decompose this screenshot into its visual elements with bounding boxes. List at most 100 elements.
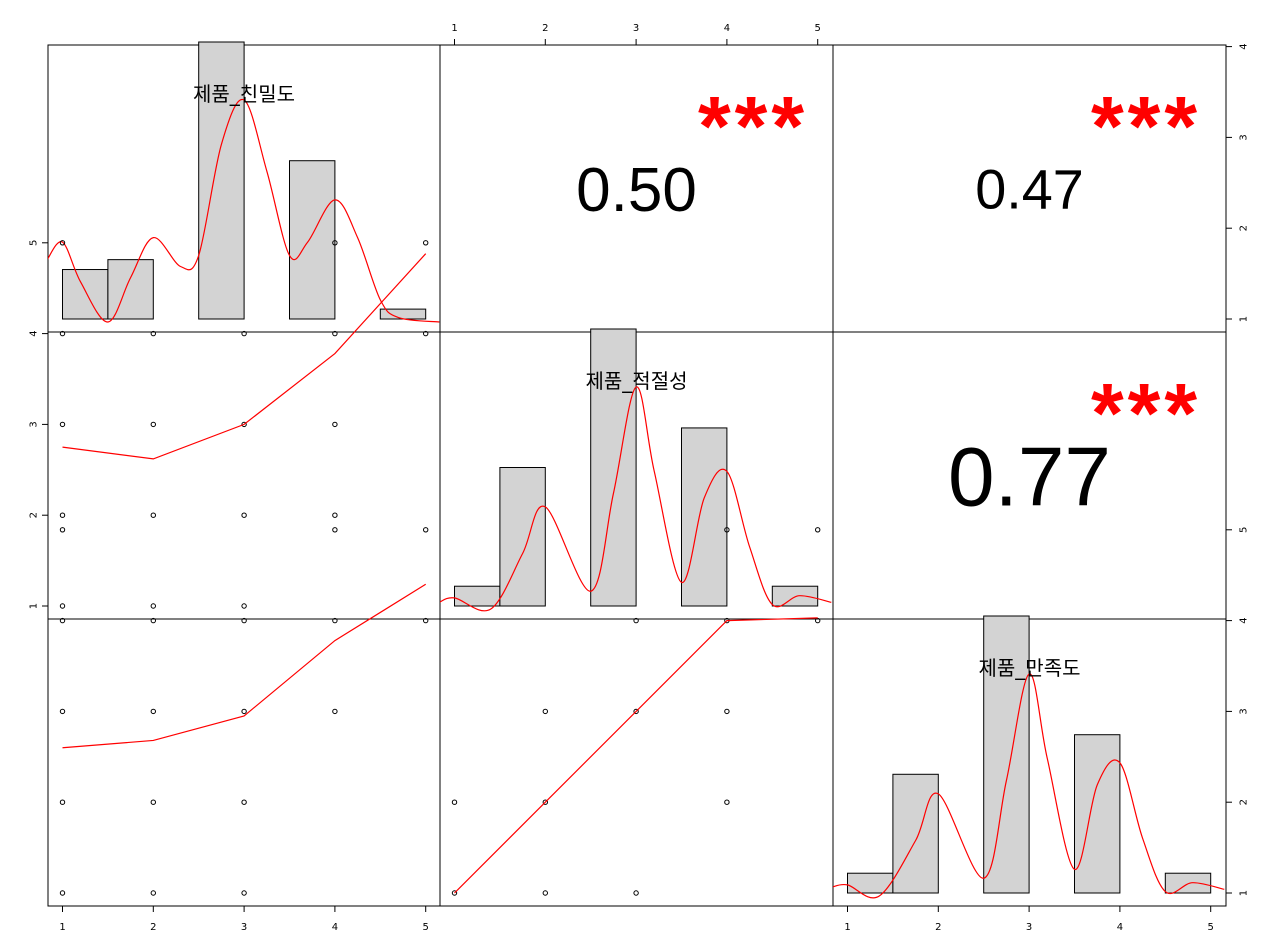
histogram-bar bbox=[107, 259, 154, 320]
y-tick-label: 2 bbox=[1239, 225, 1250, 231]
y-tick-label: 1 bbox=[1239, 316, 1250, 322]
x-axis-bottom-2: 1 2 3 4 5 bbox=[844, 906, 1214, 933]
x-tick-label: 4 bbox=[1117, 922, 1123, 933]
correlation-panel-1-2: 0.77*** bbox=[948, 366, 1201, 524]
x-axis-top-1: 1 2 3 4 5 bbox=[451, 23, 821, 45]
significance-stars: *** bbox=[1091, 366, 1201, 460]
scatter-point bbox=[150, 421, 157, 428]
density-line bbox=[833, 673, 1225, 899]
histogram-bar bbox=[771, 585, 819, 607]
histogram-bar bbox=[454, 585, 501, 607]
x-tick-label: 5 bbox=[815, 23, 821, 34]
scatter-point bbox=[542, 799, 548, 805]
x-axis-bottom-0: 1 2 3 4 5 bbox=[59, 906, 429, 933]
scatter-point bbox=[332, 330, 338, 337]
scatter-point bbox=[724, 708, 730, 715]
y-tick-label: 4 bbox=[1239, 43, 1250, 49]
scatter-point bbox=[59, 890, 66, 896]
x-tick-label: 2 bbox=[542, 23, 548, 34]
scatter-point bbox=[59, 708, 66, 715]
scatter-point bbox=[241, 708, 247, 715]
smooth-line bbox=[454, 617, 818, 894]
correlation-value: 0.50 bbox=[576, 156, 697, 225]
scatter-point bbox=[241, 421, 247, 428]
density-line bbox=[440, 386, 832, 612]
scatter-point bbox=[241, 512, 247, 518]
x-tick-label: 3 bbox=[1026, 922, 1032, 933]
histogram-bar bbox=[681, 427, 728, 607]
variable-label-1: 제품_적절성 bbox=[586, 369, 688, 393]
scatter-point bbox=[542, 708, 548, 715]
y-tick-label: 1 bbox=[29, 603, 40, 609]
scatter-point bbox=[542, 890, 548, 896]
correlation-panel-0-2: 0.47*** bbox=[975, 79, 1201, 221]
scatter-point bbox=[59, 603, 66, 609]
x-tick-label: 2 bbox=[150, 922, 156, 933]
scatter-point bbox=[150, 512, 157, 518]
scatter-point bbox=[724, 527, 730, 533]
x-tick-label: 2 bbox=[935, 922, 941, 933]
scatter-point bbox=[150, 330, 157, 337]
histogram-bar bbox=[289, 160, 336, 320]
scatter-point bbox=[423, 240, 429, 246]
histogram-bar bbox=[983, 615, 1030, 894]
significance-stars: *** bbox=[1091, 79, 1201, 173]
scatter-point bbox=[150, 708, 157, 715]
correlation-value: 0.47 bbox=[975, 158, 1084, 221]
panel-2-1 bbox=[439, 618, 834, 907]
histogram-1: 제품_적절성 bbox=[440, 328, 832, 612]
density-line bbox=[48, 98, 440, 323]
y-tick-label: 5 bbox=[1239, 527, 1250, 533]
scatter-point bbox=[59, 330, 66, 337]
histogram-bar bbox=[1164, 872, 1212, 894]
scatter-point bbox=[633, 890, 639, 896]
histogram-2: 제품_만족도 bbox=[833, 615, 1225, 899]
scatter-point bbox=[150, 799, 157, 805]
histogram-bar bbox=[1074, 734, 1121, 894]
scatter-point bbox=[59, 421, 66, 428]
x-tick-label: 3 bbox=[241, 922, 247, 933]
scatter-point bbox=[332, 421, 338, 428]
correlation-panel-0-1: 0.50*** bbox=[576, 79, 804, 225]
scatter-point bbox=[59, 240, 66, 246]
histogram-bar bbox=[892, 773, 939, 894]
histogram-bar bbox=[590, 328, 637, 607]
histogram-0: 제품_친밀도 bbox=[48, 41, 440, 323]
scatter-panel-1-0 bbox=[59, 240, 429, 609]
histogram-bar bbox=[198, 41, 245, 320]
y-tick-label: 1 bbox=[1239, 890, 1250, 896]
scatter-point bbox=[332, 527, 338, 533]
scatter-point bbox=[150, 603, 157, 609]
y-tick-label: 2 bbox=[1239, 799, 1250, 805]
scatter-point bbox=[59, 799, 66, 805]
scatter-point bbox=[59, 527, 66, 533]
scatter-point bbox=[423, 527, 429, 533]
y-tick-label: 4 bbox=[1239, 617, 1250, 623]
scatter-point bbox=[59, 512, 66, 518]
x-tick-label: 4 bbox=[724, 23, 730, 34]
x-tick-label: 1 bbox=[844, 922, 850, 933]
scatter-point bbox=[724, 799, 730, 805]
scatter-panel-2-1 bbox=[451, 527, 821, 896]
variable-label-2: 제품_만족도 bbox=[979, 656, 1081, 680]
scatter-panel-2-0 bbox=[59, 527, 429, 896]
scatter-point bbox=[451, 890, 458, 896]
panel-2-0 bbox=[47, 618, 441, 907]
scatter-point bbox=[150, 617, 157, 624]
y-tick-label: 3 bbox=[29, 421, 40, 427]
scatter-point bbox=[59, 617, 66, 624]
x-tick-label: 4 bbox=[332, 922, 338, 933]
scatter-point bbox=[423, 330, 429, 337]
x-tick-label: 5 bbox=[423, 922, 429, 933]
correlation-value: 0.77 bbox=[948, 430, 1111, 524]
y-axis-right-2: 1 2 3 4 5 bbox=[1226, 527, 1250, 896]
variable-label-0: 제품_친밀도 bbox=[193, 82, 295, 106]
axes: 123451234512345123451234512345 bbox=[29, 23, 1250, 933]
x-tick-label: 1 bbox=[59, 922, 65, 933]
y-tick-label: 3 bbox=[1239, 134, 1250, 140]
x-tick-label: 3 bbox=[633, 23, 639, 34]
scatter-point bbox=[332, 617, 338, 624]
x-tick-label: 5 bbox=[1208, 922, 1214, 933]
